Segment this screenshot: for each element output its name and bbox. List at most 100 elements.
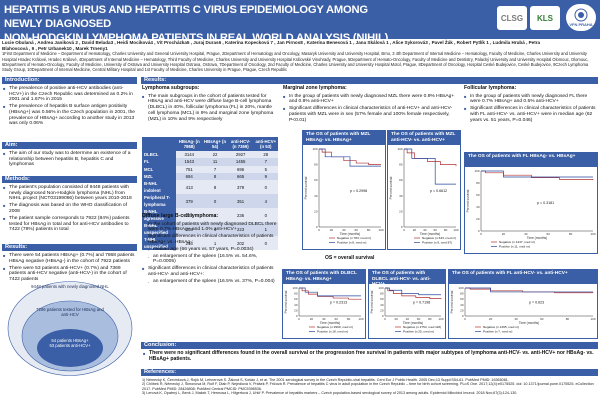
y-tick-label: 20 [460, 308, 464, 312]
dlbcl-title: Diffuse large B-cell lymphoma: [142, 213, 219, 219]
x-tick-label: 100 [590, 232, 595, 236]
x-tick-label: 20 [413, 228, 417, 232]
km-plot-title: The OS of patients with MZL anti-HCV- vs… [388, 131, 460, 145]
survival-curve-positive [319, 148, 381, 167]
x-tick-label: 40 [322, 317, 326, 321]
dlbcl-sub-item: an enlargement of the spleen (16.5% vs. … [142, 279, 278, 285]
survival-curve-positive [465, 287, 593, 293]
mzl-title: Marginal zone lymphoma: [283, 85, 347, 91]
table-header-row: HBsAg- (n 7868) HBsAg+ (n 54) anti-HCV- … [142, 137, 278, 151]
p-value: p = 0.623 [529, 300, 544, 304]
dlbcl-item: In the cohort of patients with newly dia… [142, 222, 278, 233]
y-tick-label: 40 [380, 303, 384, 307]
reference-item: 2) Chlíbek R, Německý J, Šimonová M, Rol… [142, 382, 594, 391]
table-row: MZL 694 8 665 9 [142, 172, 278, 181]
fl-item: Significant differences in clinical char… [464, 106, 597, 123]
methods-item: The diagnosis was based on the WHO class… [3, 203, 136, 214]
x-tick-label: 100 [438, 317, 443, 321]
table-cell: 665 [227, 172, 254, 181]
x-tick-label: 60 [355, 228, 359, 232]
table-cell: 1455 [227, 158, 254, 166]
legend-entry: Negative (n 1447, med nr) [499, 240, 535, 244]
table-row-label: MCL [142, 165, 176, 173]
crest-icon [574, 8, 588, 22]
y-tick-label: 0 [382, 314, 384, 318]
y-axis-label: Percent survival [284, 290, 288, 313]
legend-entry: Negative (n 633, med nr) [422, 236, 456, 240]
y-tick-label: 60 [314, 178, 318, 182]
y-tick-label: 100 [458, 286, 463, 290]
survival-curve-positive [385, 287, 441, 296]
y-tick-label: 80 [399, 163, 403, 167]
x-tick-label: 0 [403, 228, 405, 232]
x-tick-label: 60 [417, 317, 421, 321]
x-tick-label: 60 [547, 232, 551, 236]
y-tick-label: 100 [292, 286, 297, 290]
table-cell: 5 [253, 165, 278, 173]
p-value: p = 0.6612 [430, 189, 447, 193]
table-row: FL 1543 11 1455 7 [142, 158, 278, 166]
km-plot-title: The OS of patients with FL HBsAg- vs. HB… [465, 153, 597, 167]
x-tick-label: 100 [378, 228, 383, 232]
y-tick-label: 80 [476, 181, 480, 185]
legend-entry: Negative (n 2960, med nr) [317, 325, 353, 329]
table-row-label: B-NHL agressive [142, 208, 176, 223]
dlbcl-item: Significant differences in clinical char… [142, 234, 278, 245]
x-tick-label: 40 [342, 228, 346, 232]
fl-title: Follicular lymphoma: [464, 85, 517, 91]
poster-title: HEPATITIS B VIRUS AND HEPATITIS C VIRUS … [4, 3, 404, 45]
table-header-cell: anti-HCV- (n 7369) [227, 137, 254, 151]
outer-label: 9448 patients with newly diagnosed NHL [31, 284, 109, 289]
table-cell: 9 [253, 172, 278, 181]
middle-label: 7206 patients tested for HBsAg and anti-… [36, 307, 104, 317]
table-cell: 413 [176, 180, 203, 195]
x-tick-label: 0 [384, 317, 386, 321]
survival-curve-negative [319, 148, 381, 165]
y-tick-label: 40 [314, 194, 318, 198]
x-tick-label: 20 [502, 232, 506, 236]
clsg-logo: CLSG [497, 6, 527, 30]
table-cell: 379 [227, 180, 254, 195]
dlbcl-text: Diffuse large B-cell lymphoma: In the co… [142, 213, 278, 286]
x-tick-label: 80 [367, 228, 371, 232]
legend-entry: Negative (n 1395, med nr) [483, 325, 519, 329]
x-tick-label: 0 [480, 232, 482, 236]
table-cell: 379 [176, 194, 203, 209]
introduction-heading: Introduction: [2, 77, 137, 84]
inner-label-1: 54 patients HBsAg+ [51, 338, 89, 343]
legend-entry: Positive (n 25, med nr) [403, 330, 434, 334]
affiliations: 1First Department of Medicine – Departme… [2, 51, 589, 73]
y-tick-label: 20 [294, 308, 298, 312]
x-tick-label: 60 [540, 317, 544, 321]
x-tick-label: 80 [566, 317, 570, 321]
km-plot: The OS of patients with FL HBsAg- vs. HB… [464, 152, 598, 254]
references-list: 1) Německý K, Červinková J, Rojík M, Leh… [142, 378, 598, 396]
os-footnote: OS = overall survival [325, 255, 375, 261]
y-tick-label: 60 [294, 297, 298, 301]
mzl-item: In the group of patients with newly diag… [283, 94, 459, 105]
table-header-cell [142, 137, 176, 151]
table-row: B-NHL indolent 413 8 379 0 [142, 180, 278, 195]
table-cell: 696 [227, 165, 254, 173]
x-tick-label: 0 [298, 317, 300, 321]
x-tick-label: 80 [444, 228, 448, 232]
x-axis-label: Time (months) [527, 236, 547, 240]
y-axis-label: Percent survival [304, 176, 308, 199]
table-cell: 28 [253, 151, 278, 159]
table-cell: 7 [253, 158, 278, 166]
km-plot: The OS of patients with DLBCL anti-HCV- … [368, 269, 446, 339]
x-axis-label: Time (months) [340, 232, 360, 236]
methods-text: The patient's population consisted of 94… [3, 185, 136, 234]
inner-ring [37, 329, 103, 367]
table-row-label: Peripheral T-lymphoma [142, 194, 176, 209]
results-item: There were 53 patients anti-HCV+ (0.7%) … [3, 266, 136, 283]
x-tick-label: 40 [515, 317, 519, 321]
table-cell: 11 [202, 158, 228, 166]
y-tick-label: 100 [312, 147, 317, 151]
legend-entry: Positive (n 11, med nr) [499, 245, 530, 249]
lymphoma-subgroups-title: Lymphoma subgroups: [142, 85, 200, 91]
table-cell: 3144 [176, 151, 203, 159]
table-cell: 351 [227, 194, 254, 209]
km-plot-title: The OS of patients with DLBCL anti-HCV- … [369, 270, 445, 287]
